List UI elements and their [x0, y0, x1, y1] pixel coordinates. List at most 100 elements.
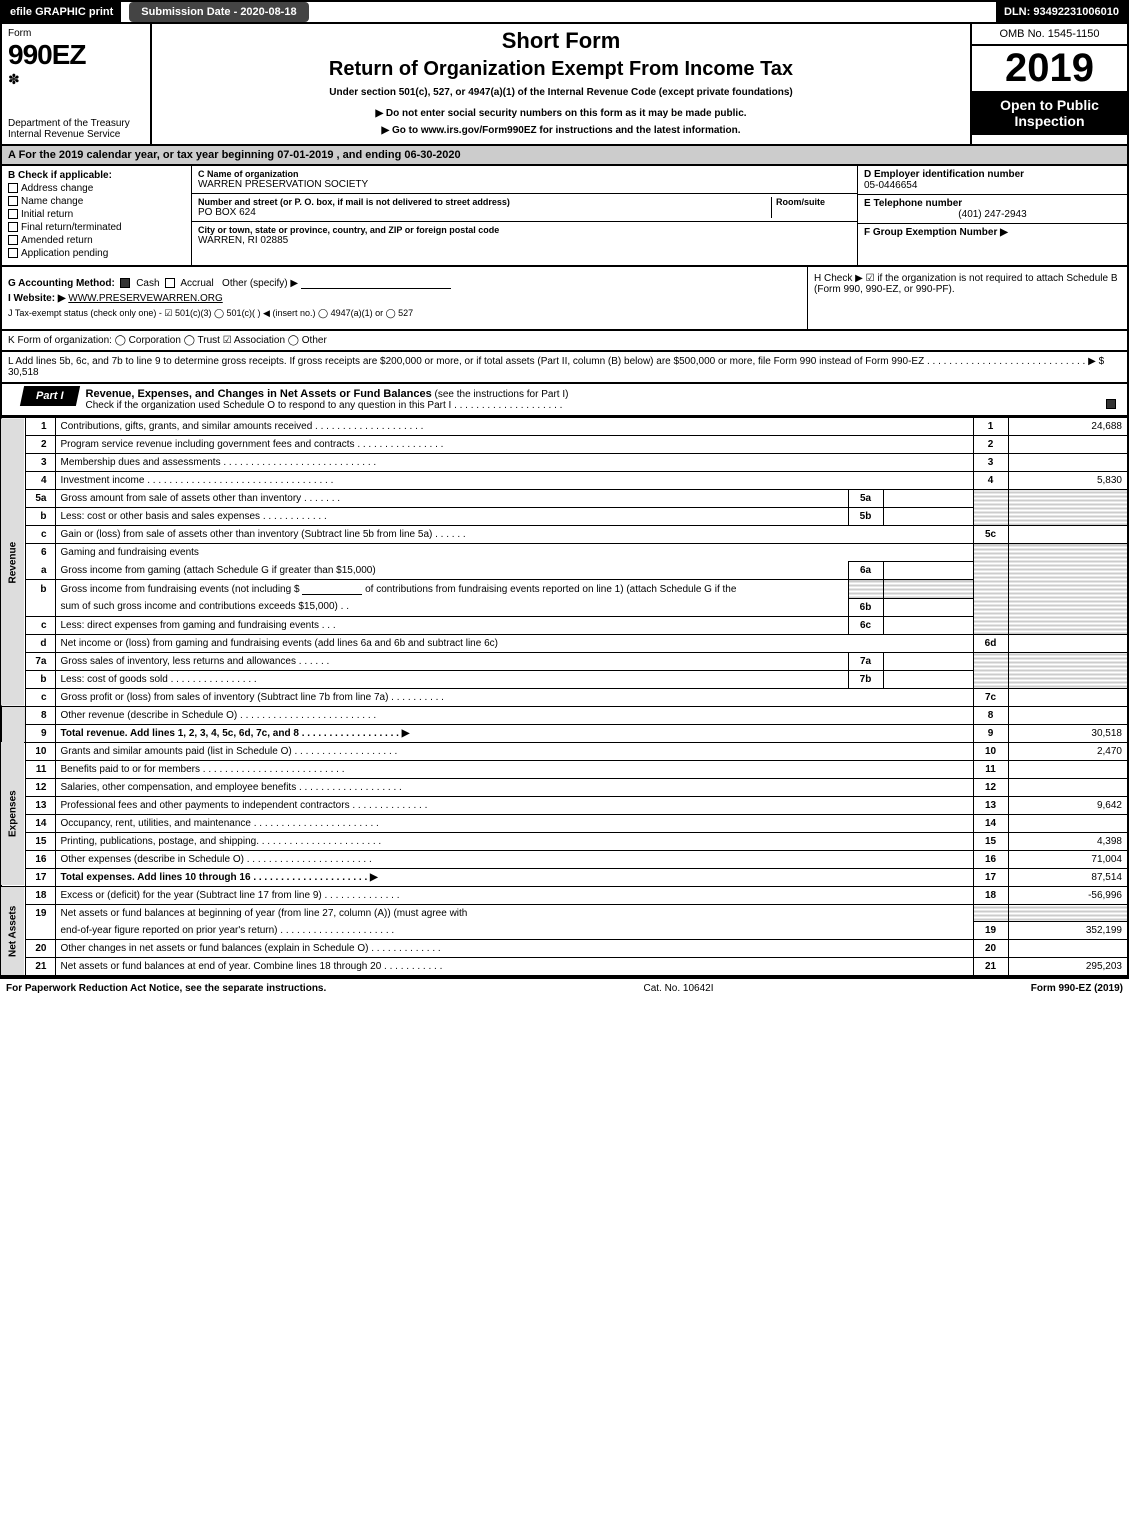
checkbox-address-change[interactable]	[8, 183, 18, 193]
amt-1: 24,688	[1008, 418, 1128, 436]
j-text: J Tax-exempt status (check only one) - ☑…	[8, 308, 413, 318]
ln: 10	[25, 742, 55, 760]
opt-name-change: Name change	[21, 196, 83, 207]
amt-12	[1008, 778, 1128, 796]
hatch	[848, 580, 883, 599]
lncol: 17	[973, 868, 1008, 886]
page-footer: For Paperwork Reduction Act Notice, see …	[0, 977, 1129, 998]
sublncol: 5a	[848, 490, 883, 508]
part1-label: Part I	[20, 386, 80, 406]
lncol: 7c	[973, 688, 1008, 706]
part1-title: Revenue, Expenses, and Changes in Net As…	[86, 388, 432, 400]
checkbox-app-pending[interactable]	[8, 248, 18, 258]
amt-6d	[1008, 634, 1128, 652]
ln: 19	[25, 904, 55, 922]
desc-3: Membership dues and assessments . . . . …	[55, 454, 973, 472]
amt-14	[1008, 814, 1128, 832]
ln: 2	[25, 436, 55, 454]
org-street: PO BOX 624	[198, 207, 771, 218]
amt-11	[1008, 760, 1128, 778]
hatch	[973, 652, 1008, 688]
checkbox-accrual[interactable]	[165, 278, 175, 288]
return-title: Return of Organization Exempt From Incom…	[160, 58, 962, 81]
lncol: 21	[973, 958, 1008, 977]
ln: 1	[25, 418, 55, 436]
c-city-label: City or town, state or province, country…	[198, 225, 851, 235]
hatch	[973, 544, 1008, 635]
hatch	[1008, 490, 1128, 526]
sublncol: 7b	[848, 670, 883, 688]
ln: c	[25, 526, 55, 544]
tax-year-range: A For the 2019 calendar year, or tax yea…	[0, 146, 1129, 166]
l-line: L Add lines 5b, 6c, and 7b to line 9 to …	[0, 352, 1129, 384]
part1-sub: (see the instructions for Part I)	[432, 389, 569, 400]
top-bar: efile GRAPHIC print Submission Date - 20…	[0, 0, 1129, 24]
checkbox-cash[interactable]	[120, 278, 130, 288]
cat-no: Cat. No. 10642I	[326, 983, 1030, 994]
subamt-5a	[883, 490, 973, 508]
hatch	[973, 490, 1008, 526]
d-label: D Employer identification number	[864, 169, 1121, 180]
ln: 6	[25, 544, 55, 562]
lncol: 16	[973, 850, 1008, 868]
form-number: 990EZ	[8, 39, 144, 71]
checkbox-final-return[interactable]	[8, 222, 18, 232]
checkbox-schedule-o[interactable]	[1106, 399, 1116, 409]
amt-15: 4,398	[1008, 832, 1128, 850]
ln: b	[25, 670, 55, 688]
opt-final-return: Final return/terminated	[21, 222, 122, 233]
sublncol: 6a	[848, 562, 883, 580]
ln: b	[25, 580, 55, 599]
lncol: 8	[973, 706, 1008, 724]
opt-app-pending: Application pending	[21, 248, 108, 259]
lncol: 12	[973, 778, 1008, 796]
website[interactable]: WWW.PRESERVEWARREN.ORG	[68, 293, 222, 304]
g-other-input[interactable]	[301, 277, 451, 289]
lncol: 13	[973, 796, 1008, 814]
subamt-6b	[883, 598, 973, 616]
amt-8	[1008, 706, 1128, 724]
amt-9: 30,518	[1008, 724, 1128, 742]
amt-3	[1008, 454, 1128, 472]
desc-19b: end-of-year figure reported on prior yea…	[55, 922, 973, 940]
c-name-label: C Name of organization	[198, 169, 851, 179]
c-room-label: Room/suite	[776, 197, 851, 207]
contrib-input[interactable]	[302, 583, 362, 595]
checkbox-name-change[interactable]	[8, 196, 18, 206]
form-label: Form	[8, 28, 144, 39]
sublncol: 6b	[848, 598, 883, 616]
subamt-6c	[883, 616, 973, 634]
amt-21: 295,203	[1008, 958, 1128, 977]
hatch	[973, 904, 1008, 922]
opt-address-change: Address change	[21, 183, 93, 194]
ln: b	[25, 508, 55, 526]
submission-date: Submission Date - 2020-08-18	[129, 2, 308, 22]
desc-16: Other expenses (describe in Schedule O) …	[55, 850, 973, 868]
amt-20	[1008, 940, 1128, 958]
desc-6d: Net income or (loss) from gaming and fun…	[55, 634, 973, 652]
ln: 21	[25, 958, 55, 977]
ln: a	[25, 562, 55, 580]
lncol: 20	[973, 940, 1008, 958]
hatch	[883, 580, 973, 599]
amt-19: 352,199	[1008, 922, 1128, 940]
i-label: I Website: ▶	[8, 293, 66, 304]
desc-6c: Less: direct expenses from gaming and fu…	[55, 616, 848, 634]
checkbox-amended[interactable]	[8, 235, 18, 245]
desc-9: Total revenue. Add lines 1, 2, 3, 4, 5c,…	[55, 724, 973, 742]
g-label: G Accounting Method:	[8, 278, 115, 289]
b-label: B Check if applicable:	[8, 170, 185, 181]
desc-6a: Gross income from gaming (attach Schedul…	[55, 562, 848, 580]
desc-20: Other changes in net assets or fund bala…	[55, 940, 973, 958]
subamt-7a	[883, 652, 973, 670]
efile-label: efile GRAPHIC print	[2, 2, 121, 22]
telephone: (401) 247-2943	[864, 209, 1121, 220]
desc-13: Professional fees and other payments to …	[55, 796, 973, 814]
amt-17: 87,514	[1008, 868, 1128, 886]
hatch	[1008, 904, 1128, 922]
ln: c	[25, 688, 55, 706]
subamt-7b	[883, 670, 973, 688]
checkbox-initial-return[interactable]	[8, 209, 18, 219]
short-form-title: Short Form	[160, 28, 962, 54]
form-ref: Form 990-EZ (2019)	[1031, 983, 1123, 994]
